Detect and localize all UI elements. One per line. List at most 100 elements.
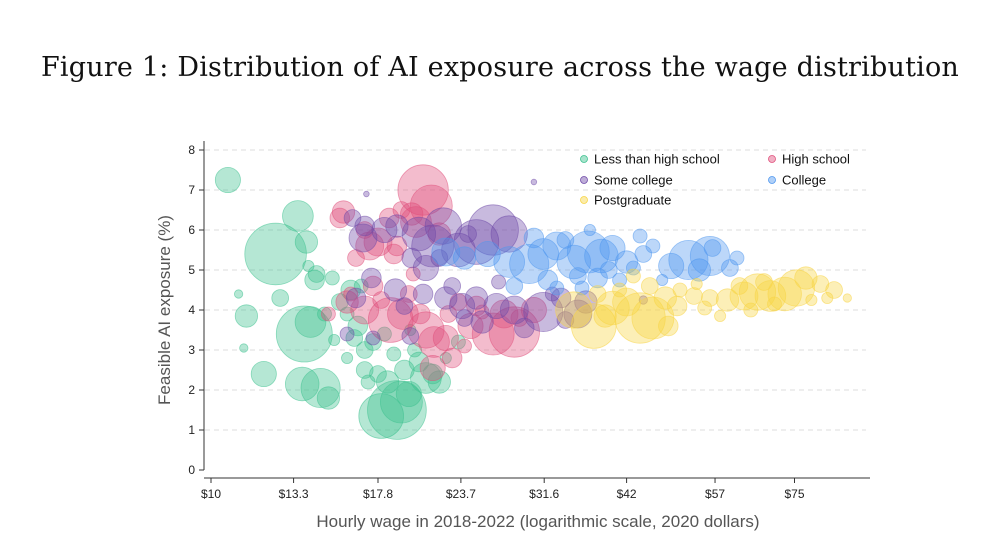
x-tick-labels: $10 $13.3 $17.8 $23.7 $31.6 $42 $57 $75 xyxy=(201,478,805,501)
bubble xyxy=(640,277,659,295)
bubble xyxy=(234,289,244,299)
bubble xyxy=(666,295,688,317)
axes xyxy=(203,141,870,479)
bubble xyxy=(593,304,617,328)
bubble xyxy=(392,201,411,219)
bubble xyxy=(658,252,685,279)
bubble xyxy=(234,304,258,328)
legend-item: Some college xyxy=(580,173,673,188)
bubble xyxy=(714,309,727,322)
bubble xyxy=(583,223,596,236)
bubble xyxy=(365,330,381,346)
x-tick-label: $23.7 xyxy=(446,487,476,501)
bubble xyxy=(569,267,587,285)
bubble xyxy=(300,367,341,408)
bubble xyxy=(294,230,318,254)
bubble xyxy=(361,267,382,289)
bubble xyxy=(474,304,490,320)
bubble xyxy=(341,351,354,364)
legend-marker xyxy=(580,155,588,163)
bubble xyxy=(690,277,703,290)
x-tick-label: $13.3 xyxy=(279,487,309,501)
bubble xyxy=(354,215,375,237)
bubble xyxy=(379,380,423,424)
bubble xyxy=(599,261,618,279)
x-tick-label: $10 xyxy=(201,487,221,501)
legend-label: Less than high school xyxy=(594,152,720,167)
bubble xyxy=(214,166,241,193)
bubble xyxy=(453,219,500,265)
bubble xyxy=(412,254,439,281)
bubble xyxy=(412,283,434,305)
bubble xyxy=(275,305,333,363)
bubble xyxy=(556,311,575,329)
bubble xyxy=(614,292,666,344)
bubble xyxy=(424,207,462,245)
bubble xyxy=(443,277,462,295)
bubble xyxy=(777,269,816,307)
bubble xyxy=(626,260,641,276)
bubble xyxy=(767,276,802,312)
legend-marker xyxy=(768,155,776,163)
bubble xyxy=(367,380,427,440)
bubble xyxy=(730,277,749,295)
bubble xyxy=(430,249,449,267)
series-college xyxy=(431,223,745,296)
bubble xyxy=(729,250,745,266)
bubble xyxy=(632,228,648,244)
bubble xyxy=(383,278,407,302)
bubble xyxy=(656,273,669,286)
bubble xyxy=(317,306,332,322)
bubble xyxy=(410,303,431,325)
bubble xyxy=(842,293,852,303)
legend-marker xyxy=(580,196,588,204)
legend-item: High school xyxy=(768,152,850,167)
bubble xyxy=(470,310,494,334)
bubble xyxy=(805,293,818,306)
bubble xyxy=(399,285,418,303)
bubble xyxy=(550,287,572,309)
bubble xyxy=(324,270,340,286)
bubble xyxy=(320,306,336,322)
bubble xyxy=(645,238,661,254)
y-tick-label: 8 xyxy=(188,143,195,157)
bubble xyxy=(483,292,510,319)
bubble xyxy=(419,354,446,381)
bubble xyxy=(509,243,550,284)
bubble xyxy=(549,280,565,296)
bubble xyxy=(537,269,559,291)
legend-marker xyxy=(768,176,776,184)
bubble xyxy=(653,286,677,310)
bubble xyxy=(556,231,575,249)
bubble xyxy=(434,286,458,310)
bubble xyxy=(821,291,834,304)
bubble xyxy=(491,274,507,290)
bubble xyxy=(355,221,374,239)
x-tick-label: $42 xyxy=(617,487,637,501)
series-less-than-high-school xyxy=(214,166,466,440)
bubble xyxy=(239,343,249,353)
bubble xyxy=(626,268,641,284)
bubble xyxy=(282,200,314,232)
bubble xyxy=(348,223,378,253)
legend: Less than high school High school Some col… xyxy=(580,152,850,208)
bubble xyxy=(566,230,610,274)
bubble xyxy=(355,361,374,379)
bubble xyxy=(285,366,320,402)
bubble xyxy=(459,225,477,243)
bubble xyxy=(371,216,398,243)
bubble xyxy=(523,227,545,249)
bubble xyxy=(363,190,370,198)
series-some-college xyxy=(339,178,648,346)
legend-label: Postgraduate xyxy=(594,193,671,208)
x-tick-label: $17.8 xyxy=(363,487,393,501)
bubbles xyxy=(214,164,852,440)
bubble xyxy=(294,306,327,338)
bubble xyxy=(401,327,420,345)
bubble xyxy=(530,178,538,186)
bubble xyxy=(467,204,519,256)
legend-label: College xyxy=(782,173,826,188)
bubble xyxy=(464,286,488,310)
bubble xyxy=(250,360,277,387)
bubble xyxy=(634,245,653,263)
